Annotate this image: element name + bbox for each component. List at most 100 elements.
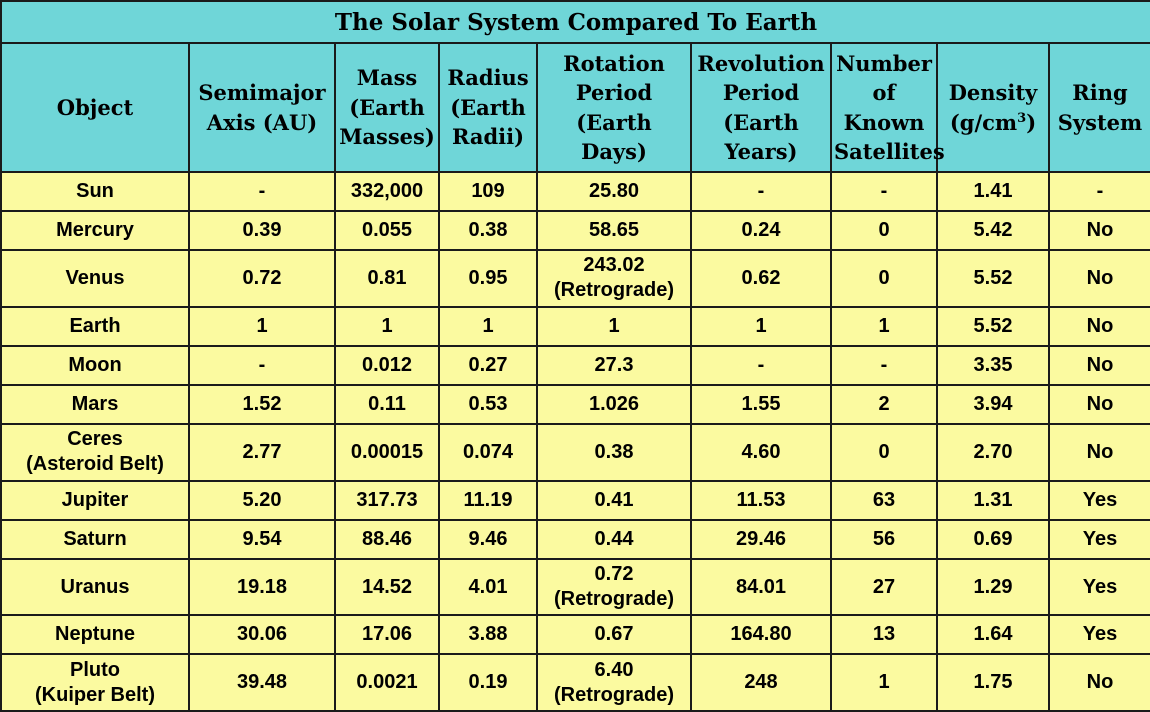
header-rotation-period: Rotation Period (Earth Days) bbox=[536, 42, 692, 173]
cell-text: (Retrograde) bbox=[553, 588, 674, 611]
cell-ring-system: No bbox=[1048, 653, 1150, 712]
cell-text: 0.19 bbox=[468, 671, 508, 694]
cell-text: 2.77 bbox=[242, 440, 282, 463]
cell-density: 2.70 bbox=[936, 423, 1050, 482]
cell-text: Yes bbox=[1082, 527, 1118, 550]
cell-object: Saturn bbox=[0, 518, 190, 560]
table-row: Pluto (Kuiper Belt) 39.48 0.0021 0.19 6.40 (Re… bbox=[0, 653, 1150, 712]
cell-text: 2 bbox=[878, 392, 890, 415]
cell-radius: 1 bbox=[438, 305, 538, 347]
header-radius: Radius (Earth Radii) bbox=[438, 42, 538, 173]
cell-text: No bbox=[1086, 353, 1114, 376]
header-line: Number bbox=[836, 50, 932, 76]
cell-text: - bbox=[1096, 180, 1104, 203]
cell-object: Mercury bbox=[0, 210, 190, 252]
cell-object: Earth bbox=[0, 305, 190, 347]
cell-rotation-period: 6.40 (Retrograde) bbox=[536, 653, 692, 712]
cell-semimajor-axis: 39.48 bbox=[188, 653, 336, 712]
cell-known-satellites: 1 bbox=[830, 305, 938, 347]
cell-text: 11.19 bbox=[463, 488, 513, 511]
header-line: Period bbox=[722, 80, 800, 106]
cell-text: 4.01 bbox=[468, 575, 508, 598]
cell-text: 0.012 bbox=[361, 353, 413, 376]
cell-text: 0.72 bbox=[242, 266, 282, 289]
cell-object: Sun bbox=[0, 170, 190, 213]
cell-text: 0.11 bbox=[368, 392, 406, 415]
table-body: Sun - 332,000 109 25.80 - - 1.41 - Mercury 0.39 0.0… bbox=[0, 170, 1150, 712]
cell-text: 332,000 bbox=[350, 180, 424, 203]
cell-text: - bbox=[757, 353, 765, 376]
cell-density: 1.75 bbox=[936, 653, 1050, 712]
cell-text: 19.18 bbox=[236, 575, 288, 598]
cell-text: 1 bbox=[482, 314, 494, 337]
cell-text: 0.27 bbox=[468, 353, 508, 376]
cell-object: Jupiter bbox=[0, 479, 190, 521]
cell-radius: 11.19 bbox=[438, 479, 538, 521]
header-line: Density bbox=[948, 80, 1038, 106]
header-line: (Earth bbox=[450, 94, 526, 120]
cell-mass: 17.06 bbox=[334, 614, 440, 656]
header-line: Rotation bbox=[563, 50, 665, 76]
cell-mass: 0.00015 bbox=[334, 423, 440, 482]
cell-revolution-period: - bbox=[690, 344, 832, 386]
cell-text: 0.53 bbox=[468, 392, 508, 415]
header-line: (Earth bbox=[723, 109, 799, 135]
cell-rotation-period: 243.02 (Retrograde) bbox=[536, 249, 692, 308]
cell-ring-system: No bbox=[1048, 305, 1150, 347]
cell-revolution-period: 84.01 bbox=[690, 557, 832, 617]
cell-mass: 1 bbox=[334, 305, 440, 347]
header-line: Revolution bbox=[697, 50, 825, 76]
cell-text: 58.65 bbox=[588, 219, 640, 242]
cell-text: 1.52 bbox=[242, 392, 282, 415]
cell-text: 5.42 bbox=[973, 219, 1013, 242]
cell-revolution-period: 1 bbox=[690, 305, 832, 347]
cell-text: Earth bbox=[69, 314, 121, 337]
cell-text: 2.70 bbox=[973, 440, 1013, 463]
cell-radius: 9.46 bbox=[438, 518, 538, 560]
cell-ring-system: Yes bbox=[1048, 614, 1150, 656]
cell-text: 243.02 bbox=[583, 254, 645, 277]
cell-density: 5.52 bbox=[936, 305, 1050, 347]
cell-semimajor-axis: 1 bbox=[188, 305, 336, 347]
cell-text: 1 bbox=[381, 314, 393, 337]
cell-text: 5.52 bbox=[973, 266, 1013, 289]
cell-radius: 0.53 bbox=[438, 383, 538, 426]
cell-semimajor-axis: 30.06 bbox=[188, 614, 336, 656]
cell-semimajor-axis: 0.39 bbox=[188, 210, 336, 252]
header-line: Period bbox=[575, 80, 653, 106]
cell-text: 1 bbox=[256, 314, 268, 337]
cell-density: 5.52 bbox=[936, 249, 1050, 308]
header-line: Semimajor bbox=[198, 80, 326, 106]
cell-known-satellites: 0 bbox=[830, 423, 938, 482]
header-line: Days) bbox=[581, 138, 647, 164]
cell-text: 5.52 bbox=[973, 314, 1013, 337]
cell-mass: 0.11 bbox=[334, 383, 440, 426]
table-row: Earth 1 1 1 1 1 1 5.52 No bbox=[0, 305, 1150, 347]
cell-text: 1 bbox=[608, 314, 620, 337]
cell-text: 0.62 bbox=[741, 266, 781, 289]
cell-text: Saturn bbox=[63, 527, 127, 550]
cell-text: 248 bbox=[744, 671, 778, 694]
cell-density: 0.69 bbox=[936, 518, 1050, 560]
cell-text: Yes bbox=[1082, 623, 1118, 646]
cell-mass: 14.52 bbox=[334, 557, 440, 617]
cell-mass: 88.46 bbox=[334, 518, 440, 560]
cell-object: Mars bbox=[0, 383, 190, 426]
cell-text: No bbox=[1086, 671, 1114, 694]
cell-text: 0.81 bbox=[367, 266, 407, 289]
cell-text: 0 bbox=[878, 219, 890, 242]
cell-revolution-period: 0.24 bbox=[690, 210, 832, 252]
cell-text: 1.75 bbox=[973, 671, 1013, 694]
cell-semimajor-axis: 1.52 bbox=[188, 383, 336, 426]
cell-text: 1.55 bbox=[741, 392, 781, 415]
cell-text: 1.41 bbox=[973, 180, 1013, 203]
cell-density: 3.94 bbox=[936, 383, 1050, 426]
cell-semimajor-axis: - bbox=[188, 344, 336, 386]
cell-ring-system: No bbox=[1048, 423, 1150, 482]
cell-semimajor-axis: - bbox=[188, 170, 336, 213]
cell-text: 11.53 bbox=[736, 488, 786, 511]
cell-text: 5.20 bbox=[242, 488, 282, 511]
cell-object: Moon bbox=[0, 344, 190, 386]
cell-text: - bbox=[880, 180, 888, 203]
cell-density: 1.64 bbox=[936, 614, 1050, 656]
